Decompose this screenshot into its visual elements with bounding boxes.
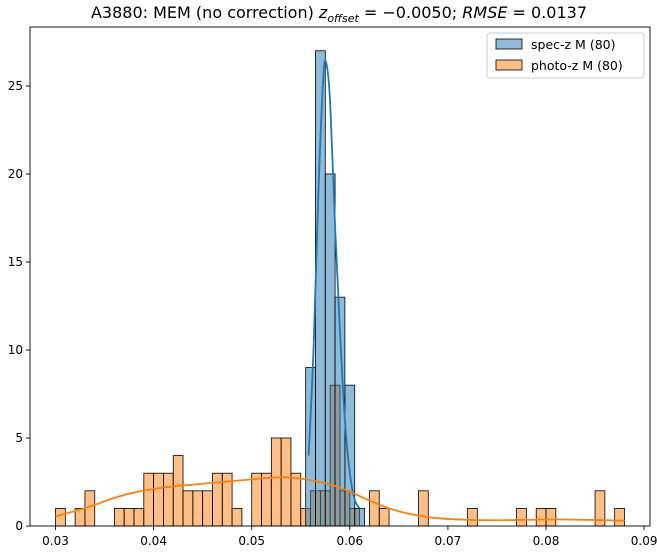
legend-swatch-photo-z [495,59,523,71]
photo-z-bar [251,472,262,527]
photo-z-bar [270,437,282,527]
photo-z-bar [153,472,164,527]
x-tick-label: 0.03 [42,534,69,548]
photo-z-bar [192,490,204,527]
x-tick-label: 0.09 [631,534,657,548]
photo-z-bar [378,507,390,527]
photo-z-bar [545,507,557,527]
photo-z-bar [614,507,625,527]
spec-z-kde-line [307,59,361,509]
photo-z-bar [172,455,184,527]
x-tick-label: 0.08 [533,534,560,548]
y-tick-label: 25 [8,79,23,93]
x-tick-label: 0.07 [435,534,462,548]
legend: spec-z M (80) photo-z M (80) [486,32,645,79]
y-tick-label: 15 [8,255,23,269]
chart-title: A3880: MEM (no correction) zoffset = −0.… [91,3,587,25]
legend-swatch-spec-z [495,38,523,50]
photo-z-bar [290,472,302,527]
photo-z-bar [535,507,547,527]
photo-z-kde-line [55,476,625,522]
photo-z-bar [133,507,145,527]
y-tick-label: 5 [15,431,23,445]
photo-z-bar [516,507,527,527]
photo-z-bar [369,490,380,527]
axes: 0.03 0.04 0.05 0.06 0.07 0.08 0.09 0 5 10 15 20 25 [8,26,657,548]
photo-z-bar [163,472,174,527]
spec-z-bar [344,384,356,527]
y-tick-label: 10 [8,343,23,357]
y-tick-label: 20 [8,167,23,181]
photo-z-bar [123,507,135,527]
x-tick-label: 0.06 [336,534,363,548]
photo-z-bar [202,490,213,527]
plot-frame [29,26,651,527]
photo-z-bar [113,507,125,527]
x-tick-label: 0.05 [238,534,265,548]
y-tick-label: 0 [15,519,23,533]
kde-curves [55,59,625,522]
photo-z-bar [467,507,478,527]
legend-box [486,32,645,79]
photo-z-bar [55,507,66,527]
photo-z-bar [212,472,223,527]
photo-z-bar [143,472,155,527]
spec-z-bar [305,367,316,527]
photo-z-bar [182,490,194,527]
photo-z-bar [261,472,272,527]
photo-z-bar [231,507,243,527]
spec-z-bar [354,507,365,527]
photo-z-bar [280,437,292,527]
legend-label-spec-z: spec-z M (80) [531,37,615,52]
photo-z-bar [418,490,429,527]
legend-label-photo-z: photo-z M (80) [531,58,623,73]
spec-z-bar [324,173,336,527]
x-tick-label: 0.04 [140,534,167,548]
